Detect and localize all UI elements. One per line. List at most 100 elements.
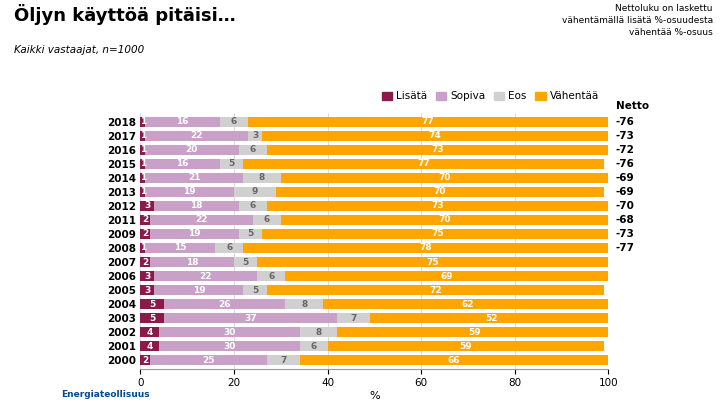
Bar xyxy=(164,313,337,323)
Text: 16: 16 xyxy=(176,117,189,126)
Text: 1: 1 xyxy=(140,117,146,126)
Text: 70: 70 xyxy=(433,188,446,196)
Text: Netto: Netto xyxy=(616,101,649,111)
Bar xyxy=(323,299,613,309)
Text: Öljyn käyttöä pitäisi…: Öljyn käyttöä pitäisi… xyxy=(14,4,236,25)
Bar xyxy=(159,327,300,337)
Text: -73: -73 xyxy=(616,229,634,239)
Text: 6: 6 xyxy=(269,271,274,281)
Bar xyxy=(140,200,154,211)
Bar xyxy=(150,257,234,267)
Bar xyxy=(281,215,608,225)
Bar xyxy=(262,229,613,239)
Bar xyxy=(248,130,262,141)
Bar xyxy=(285,299,323,309)
Text: -72: -72 xyxy=(616,145,634,155)
Text: -73: -73 xyxy=(616,131,634,141)
Bar xyxy=(150,229,238,239)
Text: 3: 3 xyxy=(144,286,150,294)
Bar xyxy=(140,117,145,127)
Text: 37: 37 xyxy=(244,313,257,322)
Text: 26: 26 xyxy=(218,300,231,309)
Bar xyxy=(243,173,281,183)
Bar xyxy=(140,285,154,295)
Text: 70: 70 xyxy=(438,215,451,224)
Bar xyxy=(140,130,145,141)
Text: 19: 19 xyxy=(183,188,196,196)
Bar xyxy=(154,285,243,295)
Bar xyxy=(300,327,337,337)
Bar xyxy=(140,173,145,183)
X-axis label: %: % xyxy=(369,391,379,401)
Text: -76: -76 xyxy=(616,117,634,127)
Bar xyxy=(266,145,608,155)
Bar xyxy=(220,159,243,169)
Text: 21: 21 xyxy=(188,173,200,182)
Text: 6: 6 xyxy=(310,342,317,351)
Bar xyxy=(266,355,300,365)
Bar xyxy=(300,341,328,352)
Text: 77: 77 xyxy=(422,117,435,126)
Bar xyxy=(140,257,150,267)
Bar xyxy=(140,271,154,281)
Text: 30: 30 xyxy=(223,328,235,337)
Text: 7: 7 xyxy=(350,313,356,322)
Bar xyxy=(258,257,608,267)
Text: 9: 9 xyxy=(252,188,258,196)
Text: 59: 59 xyxy=(459,342,472,351)
Text: 18: 18 xyxy=(190,201,203,211)
Text: 3: 3 xyxy=(144,201,150,211)
Text: 5: 5 xyxy=(243,258,249,266)
Text: 5: 5 xyxy=(247,230,253,239)
Bar xyxy=(276,187,603,197)
Text: 1: 1 xyxy=(140,160,146,168)
Bar xyxy=(234,257,258,267)
Text: Energiateollisuus: Energiateollisuus xyxy=(61,390,150,399)
Bar xyxy=(145,159,220,169)
Text: Kaikki vastaajat, n=1000: Kaikki vastaajat, n=1000 xyxy=(14,45,145,55)
Bar xyxy=(285,271,608,281)
Bar xyxy=(150,215,253,225)
Text: 22: 22 xyxy=(199,271,212,281)
Bar xyxy=(159,341,300,352)
Text: 5: 5 xyxy=(252,286,258,294)
Text: 59: 59 xyxy=(469,328,482,337)
Bar xyxy=(281,173,608,183)
Text: 18: 18 xyxy=(186,258,198,266)
Bar xyxy=(145,145,239,155)
Text: 4: 4 xyxy=(147,342,153,351)
Bar xyxy=(150,355,266,365)
Text: 1: 1 xyxy=(140,145,146,154)
Text: 2: 2 xyxy=(142,215,148,224)
Text: 19: 19 xyxy=(188,230,201,239)
Bar xyxy=(248,117,608,127)
Text: 1: 1 xyxy=(140,243,146,252)
Bar xyxy=(266,200,608,211)
Text: -69: -69 xyxy=(616,187,634,197)
Bar xyxy=(253,215,281,225)
Text: 25: 25 xyxy=(202,356,215,364)
Bar xyxy=(154,200,239,211)
Text: 78: 78 xyxy=(420,243,432,252)
Text: 2: 2 xyxy=(142,230,148,239)
Bar xyxy=(145,243,215,253)
Text: 16: 16 xyxy=(176,160,189,168)
Text: 74: 74 xyxy=(429,131,441,140)
Text: 4: 4 xyxy=(147,328,153,337)
Bar xyxy=(300,355,608,365)
Text: -68: -68 xyxy=(616,215,634,225)
Bar xyxy=(140,159,145,169)
Text: 5: 5 xyxy=(228,160,235,168)
Bar xyxy=(258,271,285,281)
Bar xyxy=(328,341,603,352)
Bar xyxy=(145,187,234,197)
Bar xyxy=(337,313,370,323)
Text: 19: 19 xyxy=(192,286,205,294)
Bar xyxy=(220,117,248,127)
Text: 1: 1 xyxy=(140,188,146,196)
Text: 75: 75 xyxy=(431,230,444,239)
Bar xyxy=(215,243,243,253)
Bar xyxy=(337,327,613,337)
Text: Nettoluku on laskettu
vähentämällä lisätä %-osuudesta
vähentää %-osuus: Nettoluku on laskettu vähentämällä lisät… xyxy=(562,4,713,36)
Bar xyxy=(140,327,159,337)
